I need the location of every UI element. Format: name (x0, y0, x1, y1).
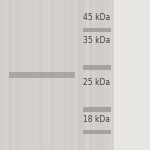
Bar (105, 0, 107, 150)
Bar (0, 0, 114, 150)
Bar (70, 0, 73, 150)
Bar (5, 0, 8, 150)
Bar (82, 107, 111, 112)
Text: 35 kDa: 35 kDa (83, 36, 111, 45)
Text: 25 kDa: 25 kDa (83, 78, 110, 87)
Bar (9, 0, 12, 150)
Bar (51, 0, 53, 150)
Bar (24, 0, 28, 150)
Bar (13, 0, 15, 150)
Bar (97, 0, 100, 150)
Bar (59, 0, 62, 150)
Bar (82, 130, 111, 134)
Text: 45 kDa: 45 kDa (83, 14, 111, 22)
Bar (109, 0, 112, 150)
Bar (67, 0, 69, 150)
Bar (93, 0, 95, 150)
Bar (47, 0, 51, 150)
Bar (86, 0, 89, 150)
Bar (55, 0, 58, 150)
Bar (17, 0, 19, 150)
Bar (2, 0, 3, 150)
Bar (78, 0, 82, 150)
Text: 18 kDa: 18 kDa (83, 116, 110, 124)
Bar (82, 28, 111, 32)
Bar (36, 0, 39, 150)
Bar (9, 72, 75, 78)
Bar (44, 0, 46, 150)
Bar (90, 0, 92, 150)
Bar (32, 0, 36, 150)
Bar (82, 0, 84, 150)
Bar (82, 65, 111, 70)
Bar (63, 0, 64, 150)
Bar (74, 0, 77, 150)
Bar (28, 0, 32, 150)
Bar (40, 0, 42, 150)
Bar (101, 0, 103, 150)
Bar (112, 0, 116, 150)
Bar (21, 0, 24, 150)
